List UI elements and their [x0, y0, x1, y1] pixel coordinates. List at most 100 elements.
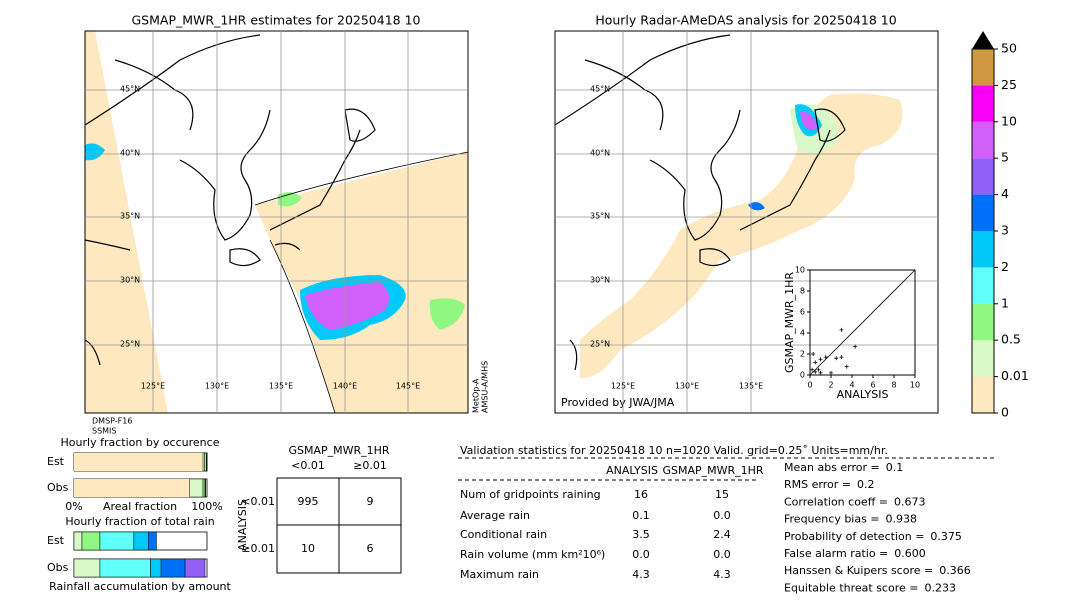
colorbar-segment [972, 340, 994, 377]
colorbar-label: 10 [1001, 113, 1017, 128]
colorbar-label: 0.01 [1001, 368, 1029, 383]
colorbar-segment [972, 121, 994, 159]
bar-segment [81, 531, 101, 551]
bar-chart-title: Hourly fraction by occurence [61, 436, 220, 449]
satellite-label: SSMIS [92, 427, 117, 436]
colorbar-label: 1 [1001, 295, 1009, 310]
row-label: ≥0.01 [241, 542, 275, 555]
bar-segment [74, 453, 204, 471]
point [811, 352, 816, 356]
colorbar-extend [972, 31, 994, 49]
bar-segment [202, 478, 206, 498]
colorbar-segment [972, 49, 994, 86]
score-label: Hanssen & Kuipers score = [784, 564, 933, 577]
bar-segment [133, 531, 149, 551]
table-row-title: ANALYSIS [236, 499, 249, 551]
score-label: Correlation coeff = [784, 495, 888, 508]
colorbar-segment [972, 267, 994, 304]
coastline [554, 34, 846, 371]
row-label: <0.01 [241, 495, 275, 508]
cell: 0.1 [632, 509, 650, 522]
bar-segment [74, 479, 190, 497]
satellite-label: AMSU-A/MHS [481, 361, 490, 413]
map-frame [84, 30, 469, 414]
validation-header: Validation statistics for 20250418 10 n=… [460, 444, 888, 457]
score: Mean abs error = 0.1 [784, 461, 903, 474]
category-label: Obs [47, 561, 69, 574]
lon-label: 130°E [675, 382, 699, 391]
point [813, 360, 818, 365]
rain-area [580, 93, 903, 379]
cell: 4.3 [713, 568, 731, 581]
point [818, 357, 823, 362]
score-value: 0.1 [886, 461, 904, 474]
row-label: Rain volume (mm km²10⁶) [460, 548, 605, 561]
lon-label: 140°E [333, 382, 357, 391]
bar-segment [150, 558, 162, 578]
left-map [84, 30, 469, 414]
cell: 0.0 [713, 548, 731, 561]
lat-label: 40°N [120, 149, 140, 158]
rain-area [85, 143, 105, 161]
lat-label: 25°N [120, 340, 140, 349]
lon-label: 135°E [739, 382, 763, 391]
table-title: GSMAP_MWR_1HR [288, 444, 389, 457]
colorbar-segment [972, 158, 994, 195]
cell: 2.4 [713, 528, 731, 541]
y-tick-label: 4 [800, 329, 805, 338]
lat-label: 45°N [120, 85, 140, 94]
lat-label: 40°N [590, 149, 610, 158]
score-value: 0.375 [930, 530, 962, 543]
colorbar-label: 50 [1001, 41, 1017, 56]
x-tick-label: 2 [828, 381, 833, 390]
lon-label: 135°E [269, 382, 293, 391]
swath [85, 31, 168, 413]
bar-segment [189, 478, 204, 498]
colorbar-label: 0 [1001, 405, 1009, 420]
map-frame [554, 30, 939, 414]
score: Correlation coeff = 0.673 [784, 495, 926, 508]
x-axis-label: ANALYSIS [837, 388, 889, 401]
score-value: 0.938 [886, 513, 918, 526]
score: RMS error = 0.2 [784, 478, 874, 491]
swath-edge [269, 239, 336, 414]
row-label: Maximum rain [460, 568, 539, 581]
score: Probability of detection = 0.375 [784, 530, 962, 543]
colorbar-label: 25 [1001, 77, 1017, 92]
row-label: Conditional rain [460, 528, 547, 541]
category-label: Est [47, 455, 65, 468]
x-tick-label: 10 [910, 381, 920, 390]
satellite-label: MetOp-A [472, 378, 481, 413]
point [823, 355, 828, 360]
score: Hanssen & Kuipers score = 0.366 [784, 564, 971, 577]
point [813, 369, 818, 374]
column-label: <0.01 [291, 459, 325, 472]
plot-frame [809, 269, 916, 376]
rain-area [305, 282, 389, 330]
cell: 0.0 [713, 509, 731, 522]
x-axis-label: Rainfall accumulation by amount [49, 580, 231, 593]
point [839, 327, 844, 332]
row-label: Num of gridpoints raining [460, 488, 601, 501]
colorbar-label: 4 [1001, 186, 1009, 201]
point [818, 370, 823, 375]
cell: 15 [715, 488, 729, 501]
point [829, 370, 833, 375]
lat-label: 30°N [590, 276, 610, 285]
category-label: Est [47, 534, 65, 547]
column-label: ≥0.01 [353, 459, 387, 472]
bar-segment [73, 558, 101, 578]
table-cell: 995 [298, 495, 319, 508]
score-value: 0.600 [894, 547, 926, 560]
x-tick-label: 4 [849, 381, 854, 390]
x-tick-label: 6 [870, 381, 875, 390]
colorbar-segment [972, 85, 994, 122]
row-label: Average rain [460, 509, 530, 522]
colorbar-segment [972, 194, 994, 231]
score: Frequency bias = 0.938 [784, 513, 917, 526]
x-axis-label: Areal fraction [103, 500, 177, 513]
lon-label: 145°E [396, 382, 420, 391]
x-tick-label: 0 [807, 381, 812, 390]
